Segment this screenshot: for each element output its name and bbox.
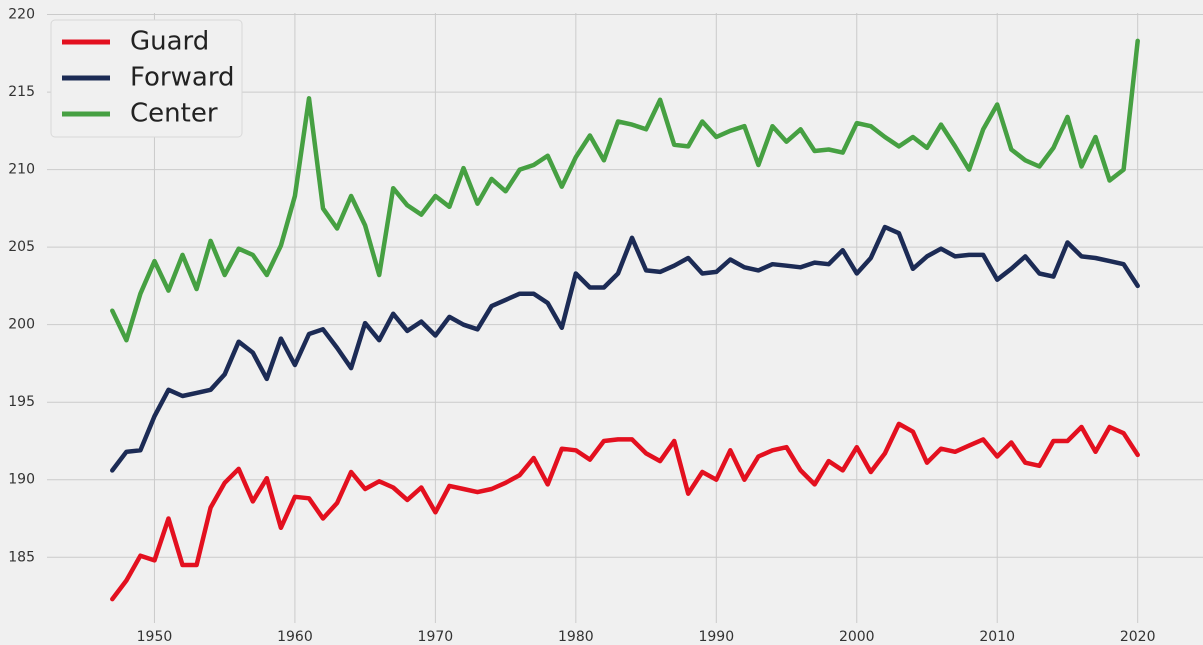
y-tick-label: 205 <box>8 239 35 255</box>
x-tick-label: 1960 <box>277 629 313 645</box>
y-tick-label: 210 <box>8 162 35 178</box>
x-tick-label: 2020 <box>1120 629 1156 645</box>
x-tick-label: 2010 <box>979 629 1015 645</box>
y-axis-ticks: 185 190 195 200 205 210 215 220 <box>8 7 35 566</box>
x-tick-label: 1990 <box>698 629 734 645</box>
y-tick-label: 195 <box>8 394 35 410</box>
x-tick-label: 1980 <box>558 629 594 645</box>
x-tick-label: 1970 <box>418 629 454 645</box>
series-line-center <box>110 38 1140 343</box>
legend: Guard Forward Center <box>50 19 243 138</box>
series-line-guard <box>110 421 1140 602</box>
y-tick-label: 190 <box>8 472 35 488</box>
x-tick-label: 1950 <box>137 629 173 645</box>
x-tick-label: 2000 <box>839 629 875 645</box>
x-axis-ticks: 1950 1960 1970 1980 1990 2000 2010 2020 <box>137 629 1156 645</box>
legend-box <box>50 19 243 138</box>
legend-label-guard: Guard <box>130 27 209 57</box>
y-tick-label: 200 <box>8 317 35 333</box>
legend-label-center: Center <box>130 99 218 129</box>
series-line-forward <box>110 224 1140 473</box>
y-tick-label: 185 <box>8 549 35 565</box>
legend-label-forward: Forward <box>130 63 235 93</box>
grid <box>47 13 1203 623</box>
series-lines <box>110 38 1140 602</box>
y-tick-label: 220 <box>8 7 35 23</box>
y-tick-label: 215 <box>8 84 35 100</box>
